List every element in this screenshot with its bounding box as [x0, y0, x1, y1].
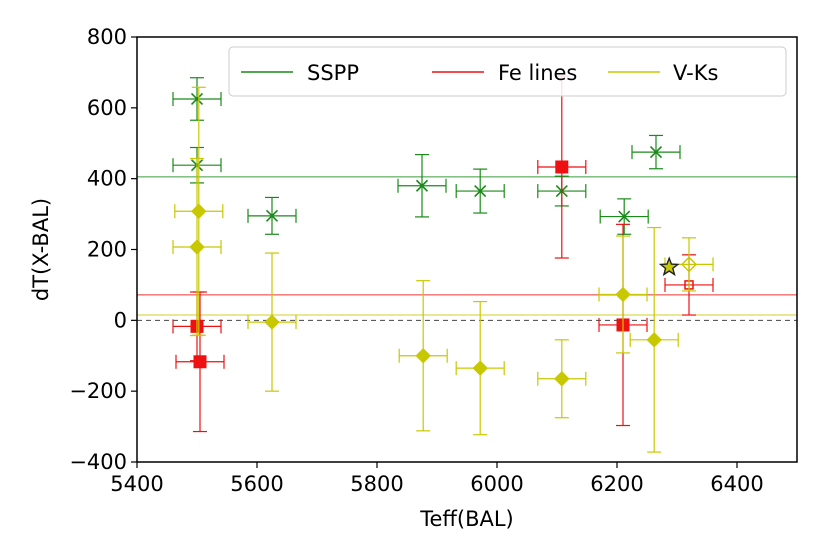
reference-lines: [137, 176, 797, 321]
x-axis-title: Teff(BAL): [419, 507, 514, 531]
x-tick-label: 5800: [350, 472, 403, 496]
diamond-marker: [554, 371, 570, 387]
point-v-ks-0: [174, 86, 224, 336]
point-sspp-7: [631, 134, 681, 170]
point-v-ks-3: [398, 280, 448, 432]
diamond-marker: [615, 286, 631, 303]
point-v-ks-2: [247, 252, 297, 392]
y-tick-label: 400: [87, 167, 127, 191]
diamond-marker: [680, 256, 698, 273]
y-tick-label: 800: [87, 25, 127, 49]
diamond-marker: [646, 332, 662, 348]
x-marker: [649, 146, 663, 159]
point-sspp-3: [397, 153, 447, 218]
x-marker: [618, 210, 631, 223]
y-tick-label: 600: [87, 96, 127, 120]
legend-label-1: Fe lines: [498, 61, 577, 85]
diamond-marker: [415, 348, 431, 364]
point-v-ks-4: [455, 300, 505, 436]
axes: [136, 36, 798, 463]
y-tick-label: 0: [114, 308, 127, 332]
diamond-marker: [472, 360, 488, 376]
x-tick-label: 5600: [230, 472, 283, 496]
y-tick-label: −400: [69, 450, 127, 474]
y-tick-label: 200: [87, 238, 127, 262]
legend-label-2: V-Ks: [673, 61, 718, 85]
ticks: 5400 5600 5800 6000 6200 6400 −400 −200 0 200 400 6…: [69, 25, 763, 496]
diamond-marker: [264, 314, 280, 330]
point-fe-lines-1: [175, 291, 225, 433]
x-marker: [474, 184, 487, 198]
point-sspp-0: [172, 77, 222, 121]
data-points: [172, 75, 714, 453]
x-tick-label: 6200: [590, 472, 643, 496]
x-marker: [415, 179, 429, 192]
diamond-marker: [191, 203, 207, 219]
point-v-ks-5: [537, 339, 587, 419]
legend-label-0: SSPP: [307, 61, 359, 85]
square-marker: [555, 160, 569, 174]
square-marker: [193, 355, 207, 369]
legend: SSPP Fe lines V-Ks: [228, 46, 787, 97]
x-marker: [265, 209, 279, 222]
point-fe-lines-2: [537, 75, 587, 259]
x-tick-label: 6400: [710, 472, 763, 496]
x-tick-label: 6000: [470, 472, 523, 496]
y-axis-title: dT(X-BAL): [29, 198, 53, 301]
point-sspp-2: [247, 196, 297, 235]
point-v-ks-7: [629, 226, 679, 453]
point-v-ks-1: [172, 157, 222, 337]
point-sspp-6: [599, 198, 649, 235]
y-tick-label: −200: [69, 379, 127, 403]
diamond-marker: [189, 239, 205, 255]
point-sspp-4: [455, 168, 505, 214]
plot-frame: [136, 36, 798, 463]
legend-box: [228, 46, 787, 97]
point-v-ks-6: [598, 235, 648, 354]
x-tick-label: 5400: [110, 472, 163, 496]
star-marker: [658, 256, 680, 277]
x-marker: [190, 92, 204, 106]
